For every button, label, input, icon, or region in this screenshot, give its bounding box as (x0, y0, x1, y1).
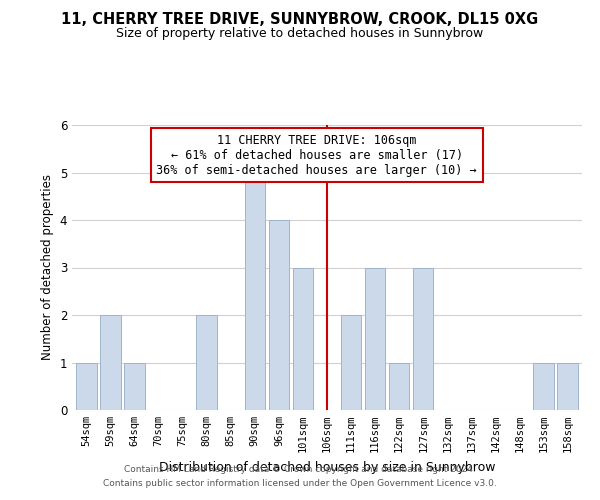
Bar (365, 268, 385, 410)
Bar (76, 362, 97, 410)
X-axis label: Distribution of detached houses by size in Sunnybrow: Distribution of detached houses by size … (159, 460, 495, 473)
Text: Contains HM Land Registry data © Crown copyright and database right 2024.
Contai: Contains HM Land Registry data © Crown c… (103, 466, 497, 487)
Bar (389, 362, 409, 410)
Bar (245, 172, 265, 410)
Y-axis label: Number of detached properties: Number of detached properties (41, 174, 54, 360)
Bar (413, 268, 433, 410)
Bar (196, 315, 217, 410)
Bar (293, 268, 313, 410)
Bar (100, 315, 121, 410)
Bar (269, 220, 289, 410)
Text: 11, CHERRY TREE DRIVE, SUNNYBROW, CROOK, DL15 0XG: 11, CHERRY TREE DRIVE, SUNNYBROW, CROOK,… (61, 12, 539, 28)
Bar (341, 315, 361, 410)
Bar (124, 362, 145, 410)
Bar (533, 362, 554, 410)
Bar (557, 362, 578, 410)
Text: 11 CHERRY TREE DRIVE: 106sqm
← 61% of detached houses are smaller (17)
36% of se: 11 CHERRY TREE DRIVE: 106sqm ← 61% of de… (157, 134, 477, 176)
Text: Size of property relative to detached houses in Sunnybrow: Size of property relative to detached ho… (116, 28, 484, 40)
